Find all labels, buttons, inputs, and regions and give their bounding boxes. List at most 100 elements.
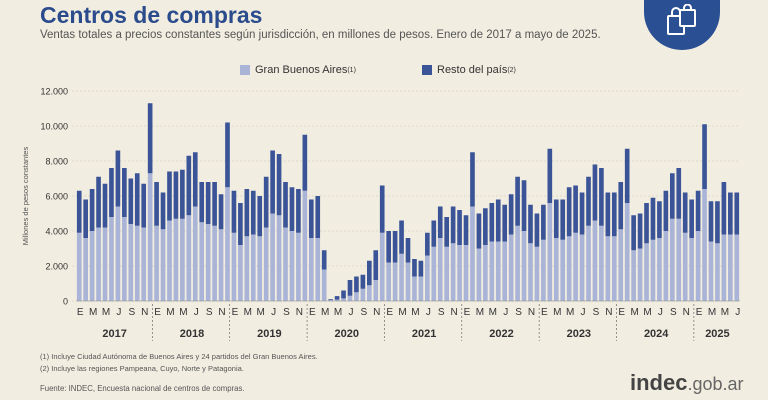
x-tick-label: M: [721, 307, 729, 318]
x-tick-label: N: [218, 307, 225, 318]
bar-gba: [618, 229, 624, 301]
bar-resto: [502, 204, 508, 242]
bar-resto: [553, 199, 559, 238]
bar-resto: [173, 171, 179, 219]
bar-resto: [708, 201, 714, 242]
x-tick-label: N: [373, 307, 380, 318]
bar-gba: [373, 280, 379, 301]
bar-resto: [341, 290, 346, 299]
bar-gba: [102, 227, 108, 301]
bar-resto: [476, 213, 482, 249]
x-tick-label: M: [166, 307, 174, 318]
bar-gba: [360, 288, 366, 301]
bar-gba: [676, 218, 682, 301]
legend-label-gba: Gran Buenos Aires: [255, 64, 348, 76]
x-tick-label: E: [541, 307, 548, 318]
x-tick-label: N: [683, 307, 690, 318]
bar-resto: [624, 148, 630, 203]
bar-gba: [244, 236, 250, 301]
bar-resto: [218, 194, 224, 230]
bar-gba: [412, 276, 417, 301]
bar-resto: [695, 190, 701, 231]
bar-resto: [528, 204, 533, 244]
bar-resto: [128, 178, 134, 224]
bar-gba: [308, 238, 314, 301]
bar-resto: [83, 199, 88, 238]
x-tick-label: E: [154, 307, 161, 318]
bar-resto: [560, 199, 566, 240]
bar-gba: [444, 246, 450, 301]
bar-gba: [715, 243, 720, 301]
bar-resto: [147, 103, 153, 174]
bar-resto: [611, 192, 617, 237]
indec-logo[interactable]: indec.gob.ar: [630, 370, 744, 395]
bar-resto: [734, 192, 740, 235]
bar-gba: [515, 225, 520, 301]
bar-resto: [631, 215, 636, 251]
bar-gba: [689, 238, 694, 301]
year-label: 2017: [102, 328, 126, 340]
bar-gba: [521, 231, 527, 301]
x-tick-label: E: [618, 307, 625, 318]
bar-resto: [141, 183, 147, 228]
x-tick-label: N: [296, 307, 303, 318]
bar-resto: [302, 134, 308, 191]
bar-resto: [470, 152, 475, 207]
bar-gba: [418, 276, 424, 301]
bar-resto: [541, 204, 546, 240]
bar-resto: [682, 192, 688, 233]
bar-resto: [418, 260, 424, 277]
bar-gba: [147, 173, 153, 301]
bar-gba: [115, 206, 121, 301]
bar-resto: [250, 190, 256, 235]
bar-gba: [476, 248, 482, 301]
legend-label-resto: Resto del país: [437, 64, 508, 76]
bar-resto: [89, 189, 95, 231]
bar-gba: [283, 227, 288, 301]
page-title: Centros de compras: [40, 2, 263, 28]
x-tick-label: J: [503, 307, 508, 318]
bar-resto: [425, 232, 430, 256]
bar-gba: [631, 250, 636, 301]
bar-gba: [624, 203, 630, 301]
legend-note-resto: (2): [507, 66, 516, 74]
bar-gba: [134, 225, 140, 301]
bar-resto: [463, 215, 469, 245]
bar-resto: [283, 182, 288, 228]
x-tick-label: N: [451, 307, 458, 318]
bar-resto: [573, 185, 578, 233]
stacked-bar-chart: 0 2.000 4.000 6.000 8.000 10.000 12.000 Millone…: [21, 87, 740, 341]
bar-gba: [263, 227, 269, 301]
bar-gba: [502, 241, 508, 301]
bar-gba: [366, 285, 372, 301]
bar-gba: [238, 245, 243, 301]
x-tick-label: J: [348, 307, 353, 318]
x-tick-label: M: [476, 307, 484, 318]
x-tick-label: E: [464, 307, 471, 318]
bar-resto: [328, 299, 333, 301]
x-tick-label: S: [438, 307, 445, 318]
bar-gba: [405, 262, 411, 301]
bar-gba: [160, 229, 166, 301]
bar-resto: [373, 250, 379, 280]
bar-resto: [450, 206, 456, 244]
bar-gba: [76, 232, 82, 301]
bar-gba: [425, 255, 430, 301]
bar-resto: [289, 187, 295, 231]
bar-gba: [334, 299, 340, 301]
bar-gba: [708, 241, 714, 301]
bar-gba: [354, 292, 359, 301]
bar-resto: [315, 196, 321, 238]
bar-resto: [412, 259, 417, 277]
bar-gba: [534, 246, 540, 301]
bar-gba: [315, 238, 321, 301]
legend-note-gba: (1): [347, 66, 356, 74]
bar-gba: [560, 239, 566, 301]
bar-resto: [444, 217, 450, 247]
bar-gba: [553, 238, 559, 301]
bar-gba: [489, 241, 495, 301]
bar-gba: [296, 232, 301, 301]
brand-badge: [644, 0, 720, 50]
source-note: Fuente: INDEC, Encuesta nacional de cent…: [40, 384, 245, 393]
bar-resto: [167, 171, 172, 221]
